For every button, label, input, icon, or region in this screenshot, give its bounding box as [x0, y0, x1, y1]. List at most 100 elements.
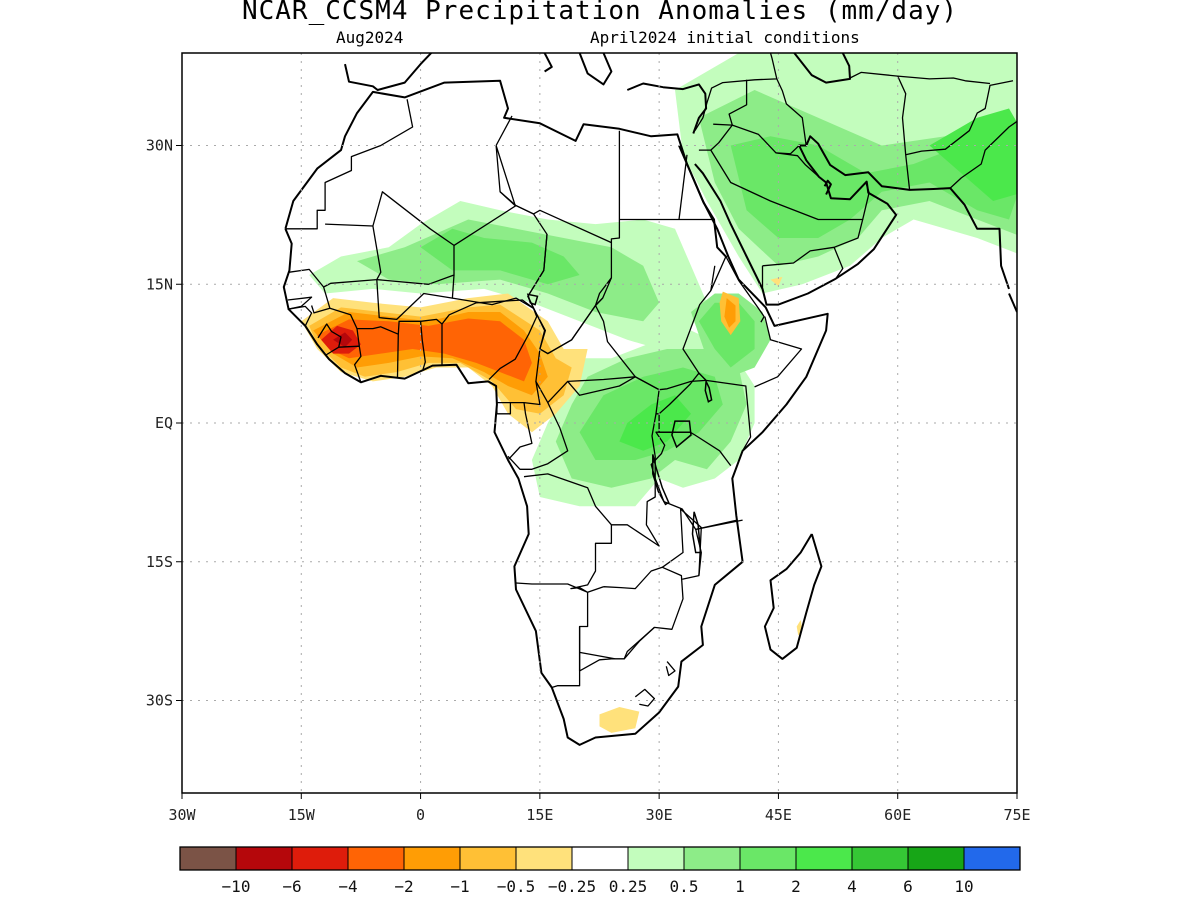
coastline	[542, 53, 553, 73]
anomaly-region	[770, 276, 783, 287]
colorbar-swatch	[627, 846, 685, 871]
x-tick-label: 45E	[765, 806, 792, 824]
x-tick-label: 30W	[168, 806, 196, 824]
country-border	[713, 123, 800, 155]
country-border	[776, 78, 807, 147]
country-border	[338, 345, 362, 383]
anomaly-region	[599, 707, 640, 733]
colorbar-swatch	[739, 846, 797, 871]
colorbar-label: −0.5	[497, 877, 536, 896]
country-border	[710, 149, 864, 267]
y-tick-label: 15N	[146, 275, 173, 293]
country-border	[634, 688, 656, 707]
colorbar-label: −10	[222, 877, 251, 896]
colorbar-label: 6	[903, 877, 913, 896]
coastline	[763, 533, 823, 660]
lake-outline	[652, 454, 670, 506]
country-border	[508, 402, 533, 460]
country-border	[694, 53, 778, 132]
x-tick-label: 30E	[646, 806, 673, 824]
colorbar-label: 4	[847, 877, 857, 896]
anomaly-region	[796, 620, 803, 636]
country-border	[578, 566, 684, 660]
anomaly-region	[317, 318, 532, 382]
colorbar-frame	[179, 846, 1021, 871]
colorbar-swatch	[963, 846, 1021, 871]
country-border	[775, 152, 820, 178]
country-border	[495, 115, 516, 207]
x-tick-label: 0	[416, 806, 425, 824]
country-border	[285, 99, 414, 230]
y-tick-label: EQ	[155, 414, 173, 432]
colorbar-label: −2	[394, 877, 413, 896]
country-border	[665, 661, 676, 677]
lake-outline	[526, 293, 539, 306]
country-border	[376, 279, 453, 321]
country-border	[710, 255, 765, 323]
country-border	[310, 305, 331, 314]
coastline	[1008, 293, 1017, 313]
country-border	[535, 348, 636, 404]
colorbar-swatch	[291, 846, 349, 871]
country-border	[728, 79, 748, 126]
colorbar-legend: −10 −6 −4 −2 −1 −0.5 −0.25 0.25 0.5 1 2 4 6 10	[179, 846, 1021, 896]
country-border	[661, 508, 702, 580]
country-border	[862, 182, 870, 220]
colorbar-swatch	[683, 846, 741, 871]
colorbar-swatch	[515, 846, 573, 871]
lake-outline	[691, 511, 702, 554]
colorbar-swatch	[851, 846, 909, 871]
country-border	[754, 316, 803, 388]
coastline	[793, 53, 851, 84]
country-border	[289, 223, 382, 288]
country-border	[441, 299, 538, 380]
colorbar-swatch	[907, 846, 965, 871]
forecast-month: Aug2024	[336, 28, 404, 47]
country-border	[656, 372, 752, 452]
lat-lon-gridlines	[182, 53, 1017, 793]
country-border	[420, 318, 443, 365]
colorbar-swatch	[403, 846, 461, 871]
coastline	[344, 53, 433, 91]
anomaly-region	[929, 108, 1017, 201]
colorbar-label: −6	[282, 877, 301, 896]
anomaly-region	[333, 332, 353, 348]
lake-outline	[704, 378, 713, 403]
colorbar-label: −0.25	[548, 877, 596, 896]
country-border	[897, 75, 991, 85]
colorbar-label: −4	[338, 877, 357, 896]
coastline	[578, 53, 613, 86]
country-border	[515, 524, 613, 593]
x-tick-label: 15E	[526, 806, 553, 824]
country-border	[523, 376, 660, 547]
x-tick-label: 15W	[288, 806, 316, 824]
country-border	[949, 120, 1017, 189]
anomaly-shading	[301, 53, 1017, 733]
coastlines-and-borders	[282, 53, 1017, 746]
x-tick-label: 75E	[1003, 806, 1030, 824]
country-border	[678, 154, 688, 220]
coastline	[626, 82, 708, 134]
colorbar-swatch	[235, 846, 293, 871]
country-border	[507, 402, 569, 470]
y-tick-label: 15S	[146, 553, 173, 571]
y-tick-label: 30S	[146, 692, 173, 710]
x-tick-label: 60E	[884, 806, 911, 824]
y-tick-label: 30N	[146, 137, 173, 155]
initial-conditions: April2024 initial conditions	[590, 28, 860, 47]
colorbar-label: −1	[450, 877, 469, 896]
country-border	[833, 247, 844, 280]
colorbar-swatch	[571, 846, 629, 871]
anomaly-region	[698, 302, 755, 368]
colorbar-label: 1	[735, 877, 745, 896]
map-title: NCAR_CCSM4 Precipitation Anomalies (mm/d…	[241, 0, 959, 26]
colorbar-label: 0.25	[609, 877, 648, 896]
anomaly-region	[724, 298, 736, 328]
country-border	[322, 286, 358, 329]
country-border	[905, 80, 1014, 156]
colorbar-label: 0.5	[670, 877, 699, 896]
colorbar-swatch	[179, 846, 237, 871]
country-border	[594, 242, 716, 391]
country-border	[698, 124, 733, 151]
